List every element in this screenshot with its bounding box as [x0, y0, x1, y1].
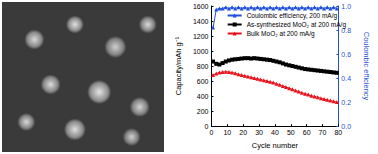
svg-text:800: 800	[197, 63, 209, 70]
svg-text:1000: 1000	[193, 48, 209, 55]
svg-text:70: 70	[319, 129, 327, 136]
svg-text:40: 40	[271, 129, 279, 136]
svg-text:400: 400	[197, 93, 209, 100]
svg-text:Capacity/mAh g⁻¹: Capacity/mAh g⁻¹	[174, 36, 183, 95]
svg-text:20: 20	[239, 129, 247, 136]
svg-text:1400: 1400	[193, 18, 209, 25]
svg-text:Bulk MoO₂ at 200 mA/g: Bulk MoO₂ at 200 mA/g	[247, 30, 315, 38]
svg-text:0.0: 0.0	[341, 123, 351, 130]
svg-text:1600: 1600	[193, 3, 209, 10]
svg-text:80: 80	[334, 129, 342, 136]
svg-text:30: 30	[255, 129, 263, 136]
svg-text:0.4: 0.4	[341, 75, 351, 82]
svg-text:0.2: 0.2	[341, 99, 351, 106]
svg-text:1.0: 1.0	[341, 3, 351, 10]
svg-text:600: 600	[197, 78, 209, 85]
svg-text:0.6: 0.6	[341, 51, 351, 58]
svg-text:Coulombic efficiency, 200 mA/g: Coulombic efficiency, 200 mA/g	[247, 12, 338, 20]
svg-text:10: 10	[223, 129, 231, 136]
svg-text:Coulombic efficiency: Coulombic efficiency	[362, 32, 371, 101]
svg-text:200: 200	[197, 108, 209, 115]
svg-text:As-synthesized MoO₂ at 200 mA/: As-synthesized MoO₂ at 200 mA/g	[247, 21, 347, 29]
svg-text:1200: 1200	[193, 33, 209, 40]
svg-text:0.8: 0.8	[341, 26, 352, 34]
svg-text:0: 0	[205, 123, 209, 130]
svg-text:50: 50	[287, 129, 295, 136]
svg-text:Cycle number: Cycle number	[252, 141, 299, 150]
svg-text:60: 60	[303, 129, 311, 136]
svg-text:0: 0	[210, 129, 214, 136]
